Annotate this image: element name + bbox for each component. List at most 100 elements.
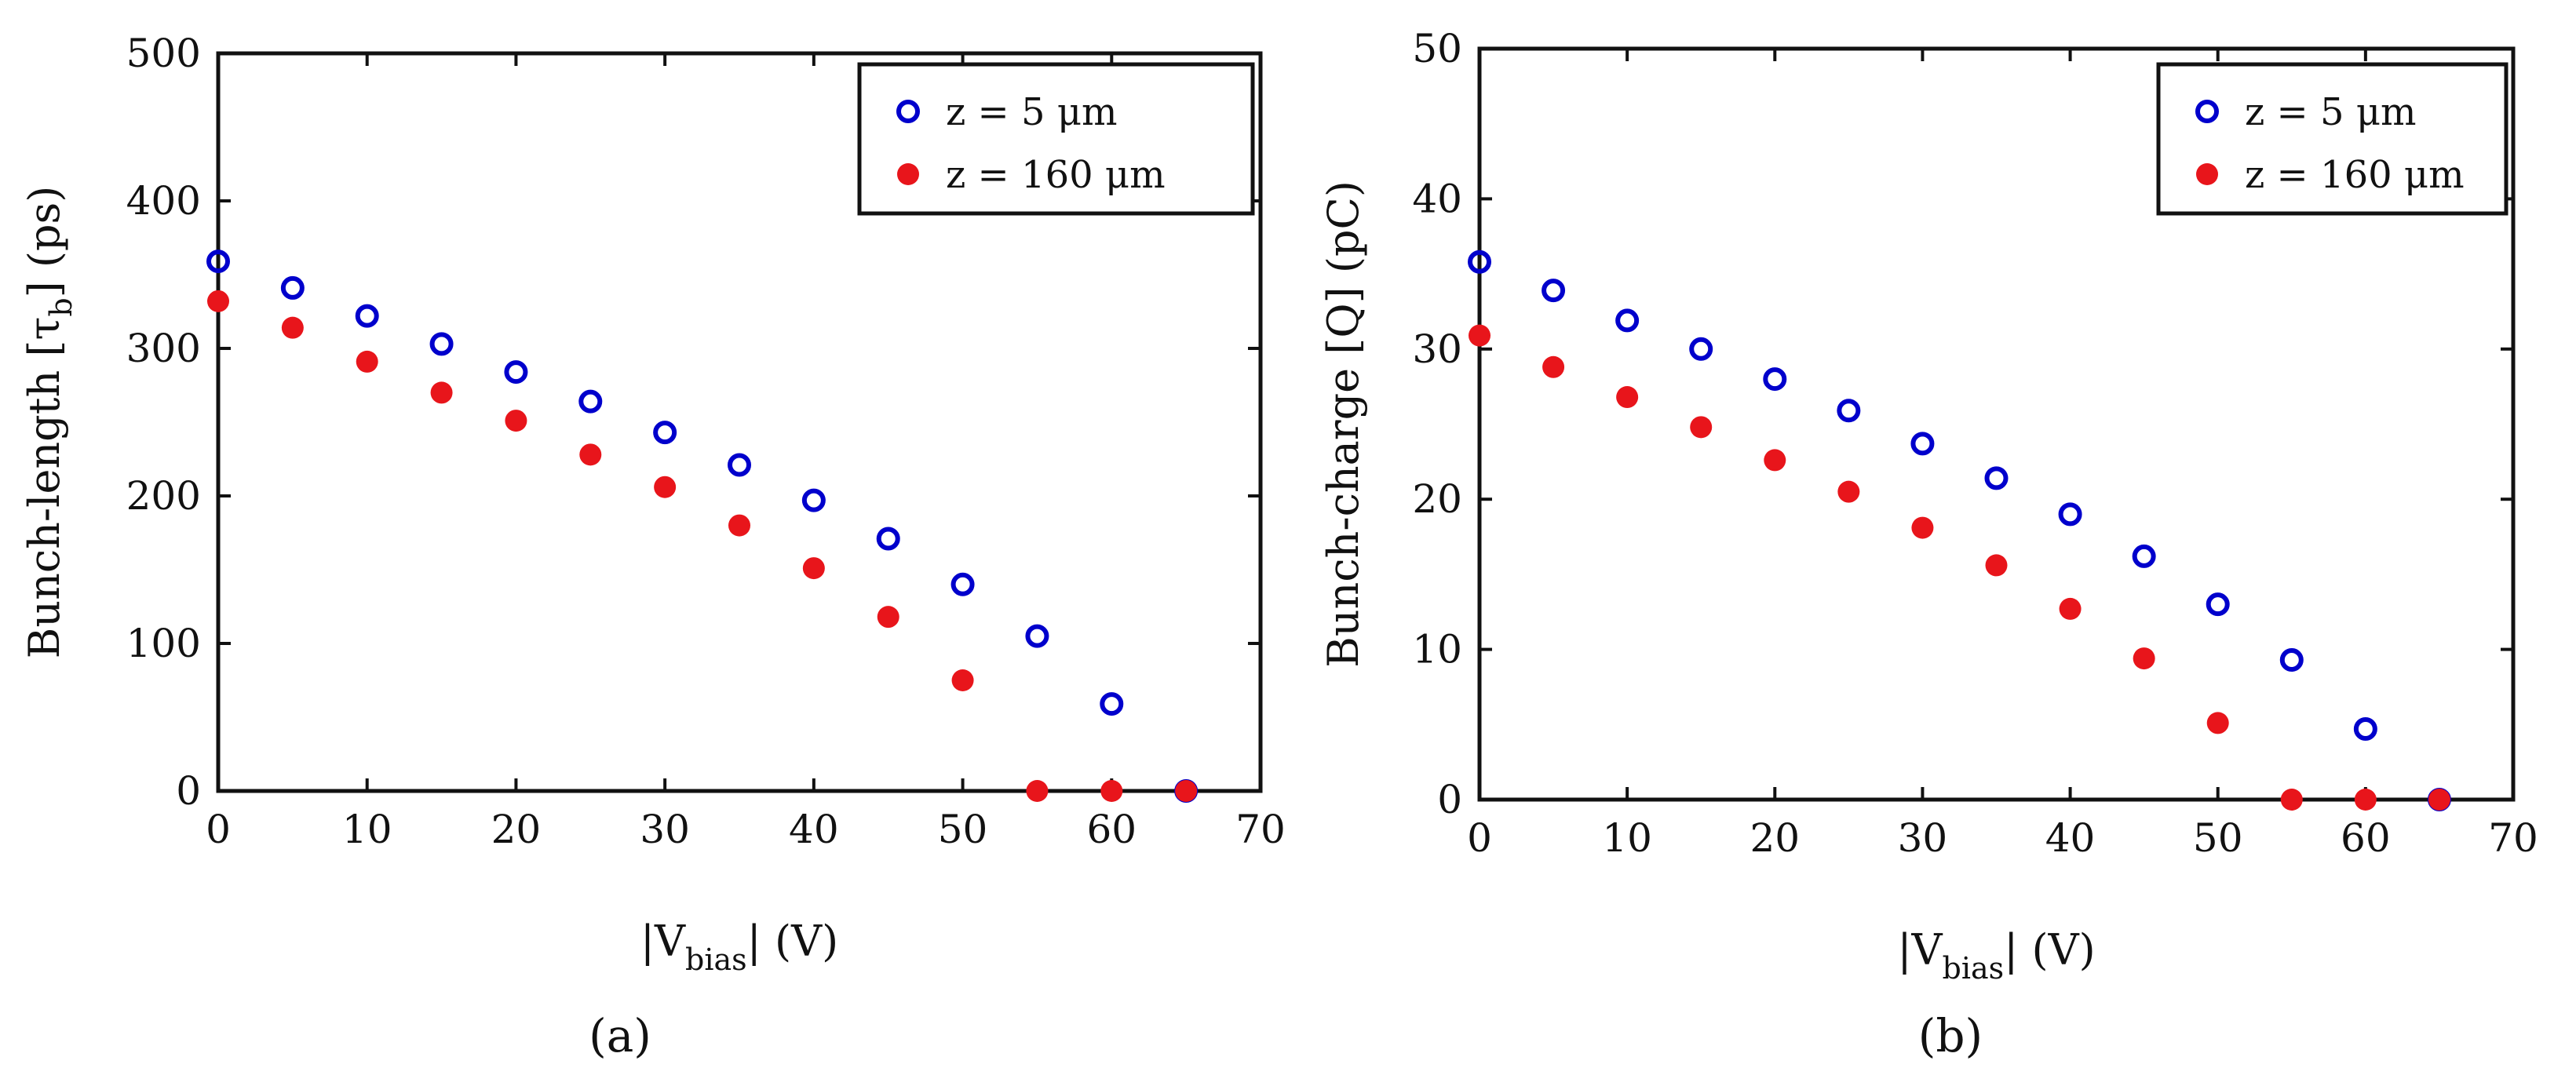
data-point xyxy=(1911,516,1934,539)
data-point xyxy=(1025,624,1049,648)
y-tick-label: 400 xyxy=(126,178,201,224)
y-axis-label-pre: Bunch-length [τ xyxy=(20,317,69,659)
data-point xyxy=(505,410,527,432)
legend-marker-filled xyxy=(2196,163,2218,185)
data-point xyxy=(950,572,975,596)
series-z5 xyxy=(1468,250,2451,811)
data-point xyxy=(429,332,454,356)
data-point xyxy=(1542,279,1566,303)
data-point xyxy=(578,389,603,414)
x-tick-label: 70 xyxy=(1235,807,1286,852)
data-point xyxy=(1616,386,1639,409)
x-axis-label: |Vbias| (V) xyxy=(1897,925,2095,986)
data-point xyxy=(1469,324,1491,347)
x-axis-label-post: | (V) xyxy=(2004,925,2096,975)
legend-label: z = 5 μm xyxy=(2245,90,2417,134)
x-tick-label: 20 xyxy=(491,807,542,852)
data-point xyxy=(430,381,453,404)
y-tick-label: 300 xyxy=(126,326,201,371)
x-axis-label: |Vbias| (V) xyxy=(640,917,838,977)
data-point xyxy=(1984,466,2009,490)
data-point xyxy=(951,669,974,691)
legend-box xyxy=(857,62,1255,216)
x-tick-label: 60 xyxy=(1086,807,1137,852)
y-tick-label: 50 xyxy=(1412,26,1462,71)
chart-b: 0 10 20 30 40 50 60 70 0 10 20 30 40 50 |Vbias| (V) Bun… xyxy=(1319,26,2538,1062)
legend-box xyxy=(2156,62,2508,216)
series-z160 xyxy=(1469,324,2450,811)
data-point xyxy=(2279,647,2304,672)
data-point xyxy=(1985,554,2008,577)
series-z160 xyxy=(207,290,1198,802)
data-point xyxy=(2354,789,2377,811)
data-point xyxy=(1542,355,1565,378)
data-point xyxy=(504,360,528,384)
x-tick-label: 0 xyxy=(1467,815,1492,861)
data-point xyxy=(801,488,826,512)
x-tick-label: 50 xyxy=(2193,815,2243,861)
data-point xyxy=(1175,780,1198,802)
chart-a: 0 10 20 30 40 50 60 70 0 100 200 300 400 500 |Vbias| (… xyxy=(20,31,1286,1062)
legend-label: z = 160 μm xyxy=(946,153,1166,197)
legend: z = 5 μm z = 160 μm xyxy=(857,62,1255,216)
y-tick-label: 0 xyxy=(176,768,201,814)
y-tick-label: 10 xyxy=(1412,627,1462,672)
data-point xyxy=(1026,780,1049,802)
data-point xyxy=(654,476,677,498)
data-point xyxy=(2280,789,2303,811)
y-tick-label: 0 xyxy=(1437,777,1462,822)
data-point xyxy=(2059,597,2082,620)
y-tick-label: 40 xyxy=(1412,176,1462,221)
legend-marker-filled xyxy=(897,163,919,185)
y-tick-label: 200 xyxy=(126,473,201,519)
data-point xyxy=(653,421,677,445)
x-tick-label: 40 xyxy=(789,807,839,852)
data-point xyxy=(1100,692,1124,716)
series-z5 xyxy=(206,250,1199,803)
x-axis-label-sub: bias xyxy=(1943,951,2005,986)
x-tick-label: 60 xyxy=(2341,815,2391,861)
data-point xyxy=(579,443,602,466)
plot-frame xyxy=(216,51,1263,793)
data-point xyxy=(728,514,750,537)
data-point xyxy=(1910,432,1935,456)
x-tick-label: 0 xyxy=(206,807,231,852)
y-axis-label-sub: b xyxy=(44,297,78,316)
y-tick-label: 30 xyxy=(1412,326,1462,372)
y-tick-label: 500 xyxy=(126,31,201,76)
data-point xyxy=(2206,592,2230,617)
x-axis-label-post: | (V) xyxy=(747,917,839,966)
data-point xyxy=(1468,250,1491,274)
x-tick-label: 10 xyxy=(342,807,392,852)
legend-marker-open xyxy=(2195,100,2219,123)
legend-marker-open xyxy=(896,100,920,123)
x-tick-label: 40 xyxy=(2045,815,2096,861)
data-point xyxy=(876,527,900,551)
x-tick-label: 50 xyxy=(938,807,988,852)
data-point xyxy=(356,350,378,373)
x-axis-label-sub: bias xyxy=(685,942,747,977)
x-tick-label: 10 xyxy=(1602,815,1652,861)
x-axis-label-pre: |V xyxy=(1897,925,1943,975)
y-tick-label: 100 xyxy=(126,621,201,666)
x-axis-label-pre: |V xyxy=(640,917,686,966)
data-point xyxy=(2353,717,2377,742)
y-tick-label: 20 xyxy=(1412,476,1462,522)
data-point xyxy=(355,304,379,328)
legend: z = 5 μm z = 160 μm xyxy=(2156,62,2508,216)
x-tick-label: 30 xyxy=(640,807,690,852)
legend-label: z = 160 μm xyxy=(2245,153,2465,197)
data-point xyxy=(728,453,751,477)
data-point xyxy=(2132,544,2156,568)
data-point xyxy=(2428,789,2450,811)
data-point xyxy=(280,275,305,300)
data-point xyxy=(1764,449,1786,472)
data-point xyxy=(206,250,230,274)
data-point xyxy=(1837,399,1861,423)
figure-caption: (a) xyxy=(589,1009,651,1062)
data-point xyxy=(2133,647,2155,670)
data-point xyxy=(1615,308,1640,333)
data-point xyxy=(1689,337,1713,361)
data-point xyxy=(1100,780,1123,802)
